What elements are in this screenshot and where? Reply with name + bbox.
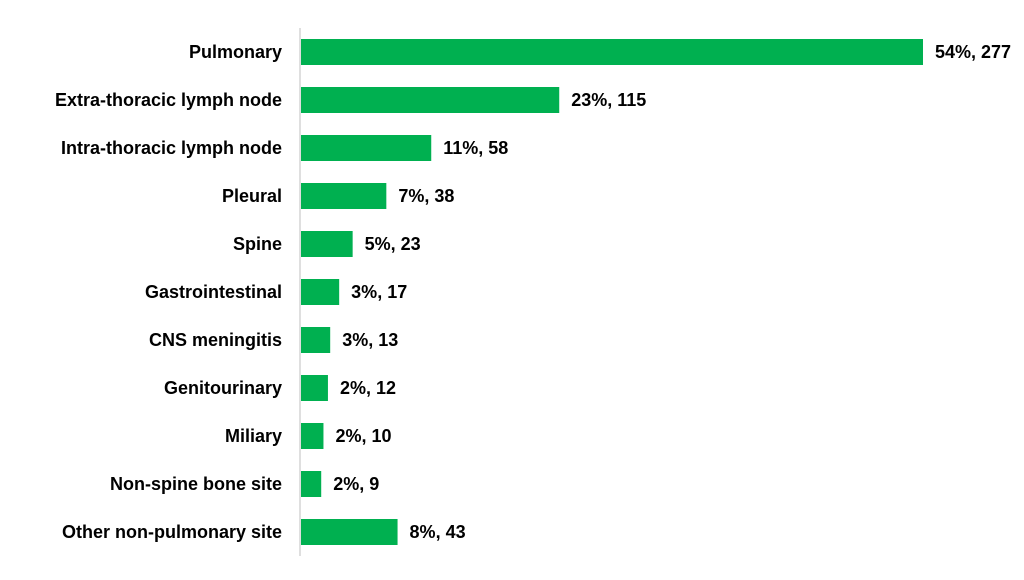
- labels-layer: Pulmonary 54%, 277 Extra-thoracic lymph no…: [55, 42, 1011, 542]
- data-label-1: 23%, 115: [571, 90, 646, 110]
- bar-2: [301, 135, 432, 161]
- bar-6: [301, 327, 331, 353]
- bar-9: [301, 471, 322, 497]
- bar-4: [301, 231, 353, 257]
- category-label-1: Extra-thoracic lymph node: [55, 90, 282, 110]
- category-label-0: Pulmonary: [189, 42, 282, 62]
- category-label-9: Non-spine bone site: [110, 474, 282, 494]
- data-label-2: 11%, 58: [443, 138, 508, 158]
- bar-10: [301, 519, 398, 545]
- category-label-8: Miliary: [225, 426, 282, 446]
- data-label-4: 5%, 23: [365, 234, 421, 254]
- bar-0: [301, 39, 923, 65]
- bar-5: [301, 279, 340, 305]
- data-label-10: 8%, 43: [410, 522, 466, 542]
- bar-3: [301, 183, 387, 209]
- data-label-3: 7%, 38: [398, 186, 454, 206]
- data-label-6: 3%, 13: [342, 330, 398, 350]
- category-label-4: Spine: [233, 234, 282, 254]
- bar-1: [301, 87, 560, 113]
- category-label-5: Gastrointestinal: [145, 282, 282, 302]
- category-label-6: CNS meningitis: [149, 330, 282, 350]
- bar-8: [301, 423, 324, 449]
- bars-layer: [301, 39, 923, 545]
- data-label-5: 3%, 17: [351, 282, 407, 302]
- data-label-9: 2%, 9: [333, 474, 379, 494]
- category-label-7: Genitourinary: [164, 378, 282, 398]
- data-label-8: 2%, 10: [335, 426, 391, 446]
- category-label-3: Pleural: [222, 186, 282, 206]
- data-label-0: 54%, 277: [935, 42, 1011, 62]
- category-label-10: Other non-pulmonary site: [62, 522, 282, 542]
- category-label-2: Intra-thoracic lymph node: [61, 138, 282, 158]
- data-label-7: 2%, 12: [340, 378, 396, 398]
- bar-7: [301, 375, 328, 401]
